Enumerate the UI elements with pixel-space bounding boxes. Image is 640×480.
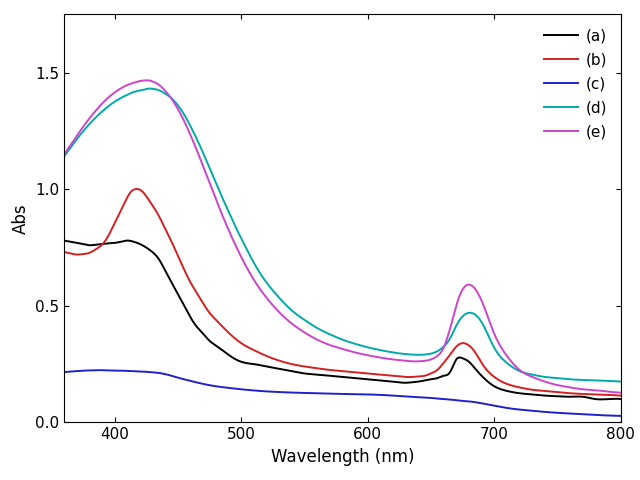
(a) xyxy=(94,241,102,247)
(d) xyxy=(617,379,625,384)
(d) xyxy=(60,154,68,159)
(b) xyxy=(94,245,102,251)
(d) xyxy=(399,351,406,357)
(c) xyxy=(540,409,548,415)
Line: (c): (c) xyxy=(64,370,621,416)
(c) xyxy=(94,367,102,373)
(c) xyxy=(617,413,625,419)
(b) xyxy=(384,372,392,378)
(e) xyxy=(540,379,548,384)
(e) xyxy=(94,105,102,111)
(e) xyxy=(399,358,406,363)
(a) xyxy=(60,238,68,243)
(a) xyxy=(483,378,491,384)
(d) xyxy=(94,112,102,118)
Line: (d): (d) xyxy=(64,88,621,382)
(e) xyxy=(483,312,491,318)
(d) xyxy=(146,85,154,91)
Y-axis label: Abs: Abs xyxy=(12,203,29,234)
(b) xyxy=(399,374,406,380)
X-axis label: Wavelength (nm): Wavelength (nm) xyxy=(271,448,414,466)
(c) xyxy=(95,367,102,373)
(b) xyxy=(415,373,423,379)
Line: (e): (e) xyxy=(64,80,621,393)
(e) xyxy=(60,151,68,157)
(e) xyxy=(384,356,392,361)
(b) xyxy=(540,388,548,394)
(d) xyxy=(415,352,423,358)
(b) xyxy=(483,367,491,373)
Legend: (a), (b), (c), (d), (e): (a), (b), (c), (d), (e) xyxy=(538,22,613,146)
(b) xyxy=(132,186,140,192)
(a) xyxy=(596,396,604,402)
(a) xyxy=(384,378,392,384)
(e) xyxy=(142,77,150,83)
(a) xyxy=(540,393,548,398)
(a) xyxy=(415,379,423,384)
Line: (a): (a) xyxy=(64,240,621,399)
(d) xyxy=(540,374,548,380)
(b) xyxy=(617,393,625,398)
(e) xyxy=(617,390,625,396)
(d) xyxy=(483,330,491,336)
(c) xyxy=(384,393,392,398)
(a) xyxy=(124,238,131,243)
(a) xyxy=(617,396,625,402)
(a) xyxy=(399,380,406,385)
(b) xyxy=(60,249,68,255)
(c) xyxy=(415,395,423,400)
(e) xyxy=(415,359,423,364)
(c) xyxy=(483,401,491,407)
(c) xyxy=(60,370,68,375)
(d) xyxy=(384,349,392,355)
(c) xyxy=(399,393,406,399)
Line: (b): (b) xyxy=(64,189,621,396)
